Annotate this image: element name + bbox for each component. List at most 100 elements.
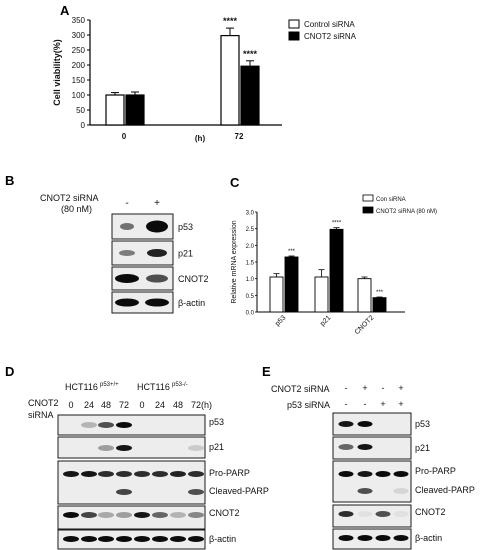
e-band [357, 511, 373, 517]
d-band [81, 471, 97, 477]
c-bar [357, 278, 372, 313]
e-blot-label: p53 [415, 419, 430, 429]
d-band [170, 471, 186, 477]
e-blot-box [332, 460, 412, 503]
d-timepoint-label: 24 [84, 400, 94, 410]
d-band [98, 536, 114, 542]
c-y-tick-label: 1.5 [246, 261, 255, 267]
b-blot-label: p53 [178, 222, 193, 232]
d-band [116, 445, 132, 451]
b-blot-label: p21 [178, 249, 193, 259]
e-band [338, 444, 354, 450]
d-band [116, 422, 132, 428]
d-cell-line-1: HCT116 [65, 382, 98, 392]
b-band [145, 298, 169, 307]
b-blot-box [111, 291, 174, 314]
a-y-axis-label: Cell viability(%) [52, 39, 62, 106]
a-bar [220, 34, 240, 126]
a-y-tick-label: 100 [72, 91, 86, 100]
c-legend-swatch [362, 194, 374, 202]
d-band [188, 445, 204, 451]
a-legend-swatch [288, 19, 300, 29]
d-timepoint-label: 48 [173, 400, 183, 410]
d-band [98, 422, 114, 428]
d-band [98, 471, 114, 477]
panel-label-d: D [5, 364, 14, 379]
b-band [115, 274, 139, 283]
c-bar [269, 276, 284, 313]
c-y-tick-label: 2.0 [246, 244, 255, 250]
c-x-tick-label: CNOT2 [354, 314, 376, 336]
a-x-tick-label: 0 [122, 132, 127, 141]
d-timepoint-label: 0 [68, 400, 73, 410]
d-band [152, 536, 168, 542]
c-legend-swatch [362, 206, 374, 214]
d-band [134, 512, 150, 518]
d-band [134, 471, 150, 477]
d-blot-label: Cleaved-PARP [209, 486, 269, 496]
a-y-tick-label: 50 [76, 106, 85, 115]
a-x-tick-label: 72 [235, 132, 244, 141]
c-bar [372, 297, 387, 313]
d-blot-label: p21 [209, 442, 224, 452]
blot-panel-e: CNOT2 siRNA p53 siRNA - + - + - - + + p53 p21 Pro… [271, 383, 475, 550]
e-row2-sign: - [345, 399, 348, 409]
e-band [357, 488, 373, 494]
e-blot-label: Cleaved-PARP [415, 485, 475, 495]
d-time-unit: (h) [201, 400, 212, 410]
e-band [375, 535, 391, 541]
d-band [188, 536, 204, 542]
b-band [115, 298, 139, 307]
a-bar [105, 94, 125, 126]
d-band [188, 489, 204, 495]
a-y-tick-label: 0 [81, 121, 86, 130]
d-timepoint-label: 0 [139, 400, 144, 410]
a-legend-label: Control siRNA [304, 20, 355, 29]
d-genotype-1: p53+/+ [100, 382, 119, 388]
e-band [393, 511, 409, 517]
e-blot-label: p21 [415, 443, 430, 453]
c-y-tick-label: 0.0 [246, 311, 255, 317]
b-lane-2: + [154, 198, 160, 209]
panel-label-c: C [230, 175, 240, 190]
c-y-tick-label: 3.0 [246, 211, 255, 217]
b-condition-line1: CNOT2 siRNA [40, 193, 99, 203]
d-band [63, 471, 79, 477]
e-row1-sign: - [345, 383, 348, 393]
c-y-tick-label: 1.0 [246, 277, 255, 283]
d-band [152, 471, 168, 477]
e-row2-sign: - [364, 399, 367, 409]
e-band [338, 535, 354, 541]
b-band [146, 274, 168, 283]
panel-label-b: B [5, 173, 14, 188]
e-row1-label: CNOT2 siRNA [271, 384, 330, 394]
d-band [98, 512, 114, 518]
a-bar [125, 94, 145, 126]
d-band [170, 536, 186, 542]
d-band [116, 536, 132, 542]
d-band [63, 536, 79, 542]
c-x-tick-label: p21 [319, 314, 332, 327]
panel-label-e: E [262, 364, 271, 379]
e-blot-label: Pro-PARP [415, 466, 456, 476]
b-band [120, 223, 134, 230]
d-blot-box [57, 505, 206, 530]
e-row1-sign: + [398, 383, 403, 393]
a-y-tick-label: 250 [72, 46, 86, 55]
d-blot-label: Pro-PARP [209, 468, 250, 478]
a-y-tick-label: 300 [72, 31, 86, 40]
c-y-axis-label: Relative mRNA expression [231, 220, 238, 303]
b-band [119, 250, 135, 256]
d-band [98, 445, 114, 451]
d-blot-label: CNOT2 [209, 508, 240, 518]
e-blot-label: CNOT2 [415, 507, 446, 517]
b-blot-label: CNOT2 [178, 274, 209, 284]
a-bar [240, 65, 260, 126]
d-band [134, 536, 150, 542]
e-row2-label: p53 siRNA [287, 400, 330, 410]
d-band [116, 489, 132, 495]
a-y-tick-label: 200 [72, 61, 86, 70]
d-condition-line2: siRNA [28, 410, 54, 420]
d-band [63, 512, 79, 518]
